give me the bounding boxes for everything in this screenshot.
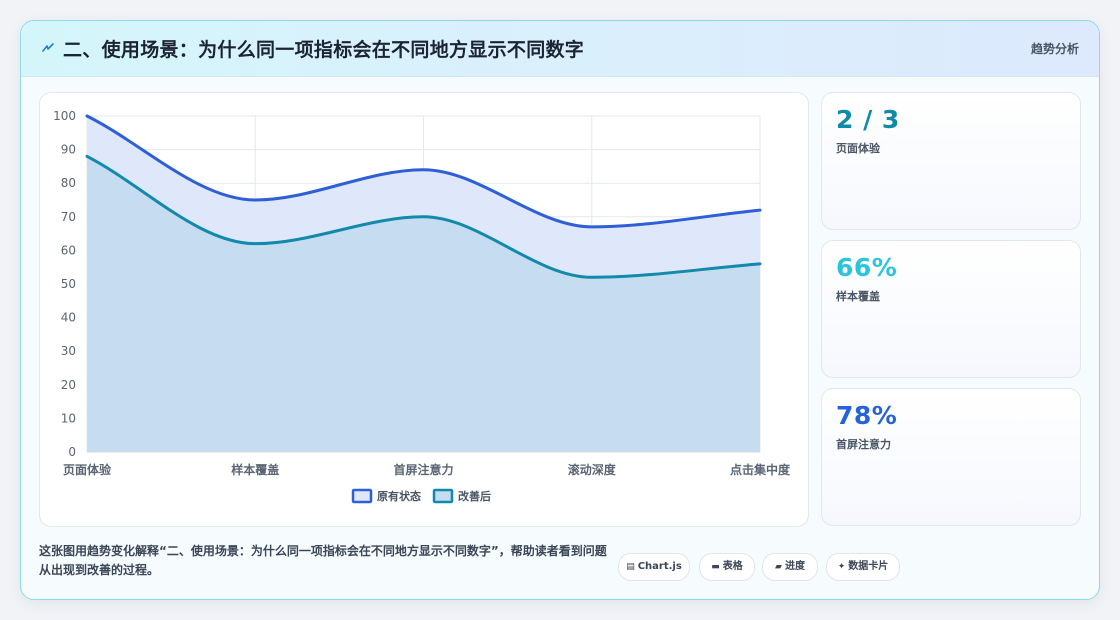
page-title: 二、使用场景：为什么同一项指标会在不同地方显示不同数字 xyxy=(63,39,585,61)
sparkle-icon: ✦ xyxy=(837,562,846,572)
x-tick-label: 样本覆盖 xyxy=(231,462,279,477)
legend-label: 原有状态 xyxy=(377,489,421,503)
y-tick-label: 80 xyxy=(61,176,76,190)
area-chart: 0 10 20 30 40 50 60 70 80 90 100 页面体验 样本覆盖 首屏注意力 滚动深度 点… xyxy=(53,109,791,504)
chip-label: 数据卡片 xyxy=(848,561,889,572)
stat-label: 页面体验 xyxy=(836,142,880,155)
x-tick-label: 点击集中度 xyxy=(730,462,791,477)
stat-value: 2 / 3 xyxy=(836,105,900,134)
chip-label: 表格 xyxy=(722,561,743,572)
lightning-icon xyxy=(41,39,55,57)
chart-description: 这张图用趋势变化解释“二、使用场景：为什么同一项指标会在不同地方显示不同数字”，… xyxy=(39,544,607,577)
legend-label: 改善后 xyxy=(458,489,491,503)
stat-value: 66% xyxy=(836,253,898,282)
stat-card-page-experience: 2 / 3 页面体验 xyxy=(821,92,1081,230)
chip-data-cards[interactable]: ✦ 数据卡片 xyxy=(826,553,900,581)
x-tick-label: 页面体验 xyxy=(63,462,112,477)
y-tick-label: 40 xyxy=(61,311,76,325)
chip-chartjs[interactable]: ▤ Chart.js xyxy=(618,553,690,581)
y-tick-label: 0 xyxy=(68,445,76,459)
y-tick-label: 60 xyxy=(61,243,76,257)
chart-icon: ▤ xyxy=(626,562,635,572)
y-tick-label: 10 xyxy=(61,411,76,425)
trend-card: 二、使用场景：为什么同一项指标会在不同地方显示不同数字 趋势分析 0 10 20 30… xyxy=(20,20,1100,600)
trend-analysis-label: 趋势分析 xyxy=(1030,42,1079,56)
progress-icon: ▰ xyxy=(775,562,782,572)
chip-label: Chart.js xyxy=(637,561,682,572)
y-tick-label: 90 xyxy=(61,143,76,157)
chip-label: 进度 xyxy=(784,561,805,572)
table-icon: ▬ xyxy=(711,562,720,572)
chart-panel: 0 10 20 30 40 50 60 70 80 90 100 页面体验 样本覆盖 首屏注意力 滚动深度 点… xyxy=(39,92,809,527)
stat-card-sample-coverage: 66% 样本覆盖 xyxy=(821,240,1081,378)
stat-label: 首屏注意力 xyxy=(836,438,891,451)
stat-label: 样本覆盖 xyxy=(836,290,880,303)
stat-value: 78% xyxy=(836,401,898,430)
series-line-2 xyxy=(85,154,762,279)
legend-swatch xyxy=(432,488,454,504)
card-header: 二、使用场景：为什么同一项指标会在不同地方显示不同数字 趋势分析 xyxy=(21,21,1099,77)
series-line-1 xyxy=(85,114,762,229)
chip-table[interactable]: ▬ 表格 xyxy=(699,553,755,581)
stat-card-first-screen-attention: 78% 首屏注意力 xyxy=(821,388,1081,526)
y-tick-label: 50 xyxy=(61,277,76,291)
x-tick-label: 首屏注意力 xyxy=(393,462,453,477)
chip-progress[interactable]: ▰ 进度 xyxy=(762,553,818,581)
y-tick-label: 100 xyxy=(53,109,76,123)
series-area-2 xyxy=(87,156,760,452)
legend-swatch xyxy=(351,488,373,504)
y-tick-label: 70 xyxy=(61,210,76,224)
x-tick-label: 滚动深度 xyxy=(568,462,617,477)
y-tick-label: 20 xyxy=(61,378,76,392)
y-tick-label: 30 xyxy=(61,344,76,358)
